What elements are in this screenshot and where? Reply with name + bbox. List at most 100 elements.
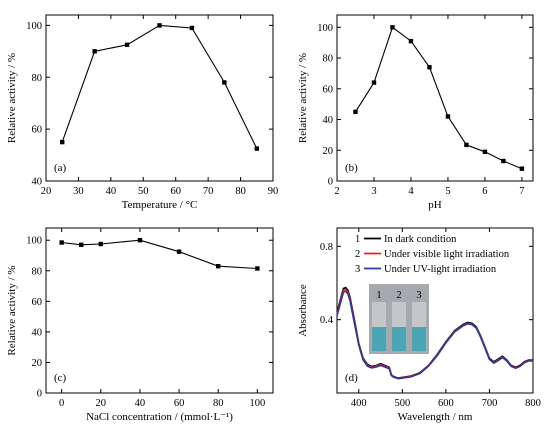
- cuvette-solution: [372, 327, 386, 351]
- y-tick-label: 60: [32, 125, 43, 136]
- y-tick-label: 20: [32, 358, 43, 369]
- legend-number: 3: [355, 264, 360, 275]
- data-point: [216, 263, 221, 269]
- data-point: [137, 238, 143, 243]
- data-point: [254, 146, 259, 151]
- y-tick-label: 0.4: [320, 315, 334, 326]
- plot-frame: [45, 227, 274, 394]
- x-tick-label: 600: [438, 398, 454, 409]
- y-tick-label: 100: [26, 21, 42, 32]
- legend-number: 1: [355, 234, 360, 245]
- x-tick-label: 90: [268, 186, 279, 197]
- x-tick-label: 2: [334, 186, 339, 197]
- series-line: [355, 26, 523, 170]
- y-tick-label: 80: [32, 73, 43, 84]
- data-point: [189, 25, 195, 31]
- x-tick-label: 30: [73, 186, 84, 197]
- y-tick-label: 100: [26, 236, 42, 247]
- x-tick-label: 60: [170, 186, 181, 197]
- cuvette-top: [412, 302, 426, 328]
- data-point: [464, 142, 469, 148]
- y-tick-label: 40: [323, 115, 334, 126]
- x-tick-label: 3: [371, 186, 376, 197]
- legend-entry: In dark condition: [384, 234, 457, 245]
- x-tick-label: 5: [445, 186, 450, 197]
- legend-entry: Under visible light irradiation: [384, 249, 510, 260]
- panel-label: (a): [54, 162, 67, 174]
- data-point: [427, 65, 432, 70]
- x-tick-label: 20: [41, 186, 52, 197]
- cuvette-solution: [412, 327, 426, 351]
- data-point: [176, 249, 182, 254]
- y-tick-label: 80: [32, 266, 43, 277]
- data-point: [222, 80, 227, 85]
- cuvette-top: [372, 302, 386, 328]
- y-tick-label: 0: [37, 389, 42, 400]
- series-line: [61, 239, 258, 270]
- data-point: [92, 49, 97, 54]
- data-point: [371, 80, 377, 85]
- cuvette-label: 1: [376, 290, 381, 301]
- data-point: [353, 109, 358, 115]
- data-point: [124, 42, 130, 48]
- x-tick-label: 6: [482, 186, 487, 197]
- panel-label: (c): [54, 372, 67, 384]
- cuvette-label: 2: [396, 290, 401, 301]
- y-tick-label: 0: [328, 177, 333, 188]
- data-point: [157, 23, 162, 28]
- x-tick-label: 800: [525, 398, 541, 409]
- x-tick-label: 40: [106, 186, 117, 197]
- x-axis-title: NaCl concentration / (mmol·L⁻¹): [86, 411, 233, 423]
- x-tick-label: 700: [482, 398, 498, 409]
- y-tick-label: 40: [32, 327, 43, 338]
- y-tick-label: 20: [323, 146, 334, 157]
- x-tick-label: 500: [394, 398, 410, 409]
- x-tick-label: 70: [203, 186, 214, 197]
- y-axis-title: Relative activity / %: [6, 265, 18, 355]
- data-point: [519, 166, 525, 171]
- data-point: [79, 242, 84, 248]
- inset-photo: 1 2 3: [369, 284, 429, 354]
- x-tick-label: 20: [96, 398, 107, 409]
- panel-label: (d): [345, 372, 358, 384]
- chart-0: 20 30 40 50 60 70 80 90 40 60 80 100 Temperature / °…: [6, 14, 279, 211]
- x-tick-label: 0: [59, 398, 64, 409]
- x-tick-label: 400: [351, 398, 367, 409]
- legend-number: 2: [355, 249, 360, 260]
- chart-2: 0 20 40 60 80 100 0 20 40 60 80 100 NaCl concentrati…: [6, 227, 274, 423]
- y-tick-label: 0.8: [320, 242, 333, 253]
- data-point: [98, 241, 103, 247]
- x-tick-label: 80: [235, 186, 246, 197]
- y-axis-title: Relative activity / %: [297, 53, 309, 143]
- x-axis-title: Wavelength / nm: [398, 411, 473, 423]
- data-point: [255, 266, 260, 271]
- x-tick-label: 80: [213, 398, 224, 409]
- y-tick-label: 40: [32, 177, 43, 188]
- y-tick-label: 60: [32, 297, 43, 308]
- data-point: [445, 114, 451, 119]
- chart-1: 2 3 4 5 6 7 0 20 40 60 80 100 pH Relative activity / …: [297, 14, 534, 211]
- cuvette-solution: [392, 327, 406, 351]
- data-point: [408, 38, 414, 44]
- data-point: [501, 158, 506, 164]
- x-axis-title: Temperature / °C: [122, 199, 198, 211]
- x-tick-label: 100: [249, 398, 265, 409]
- y-axis-title: Absorbance: [297, 284, 309, 337]
- legend-entry: Under UV-light irradiation: [384, 264, 497, 275]
- chart-3: 400 500 600 700 800 0.4 0.8 Wavelength / nm Abso…: [297, 227, 541, 423]
- y-axis-title: Relative activity / %: [6, 53, 18, 143]
- y-tick-label: 60: [323, 84, 334, 95]
- plot-frame: [336, 14, 534, 182]
- series-line: [336, 290, 533, 380]
- x-tick-label: 4: [408, 186, 414, 197]
- cuvette-label: 3: [416, 290, 421, 301]
- panel-label: (b): [345, 162, 358, 174]
- series-line: [61, 24, 258, 149]
- x-axis-title: pH: [428, 199, 442, 211]
- y-tick-label: 100: [317, 23, 333, 34]
- data-point: [59, 240, 64, 245]
- x-tick-label: 7: [519, 186, 524, 197]
- x-tick-label: 60: [174, 398, 185, 409]
- plot-frame: [45, 14, 274, 182]
